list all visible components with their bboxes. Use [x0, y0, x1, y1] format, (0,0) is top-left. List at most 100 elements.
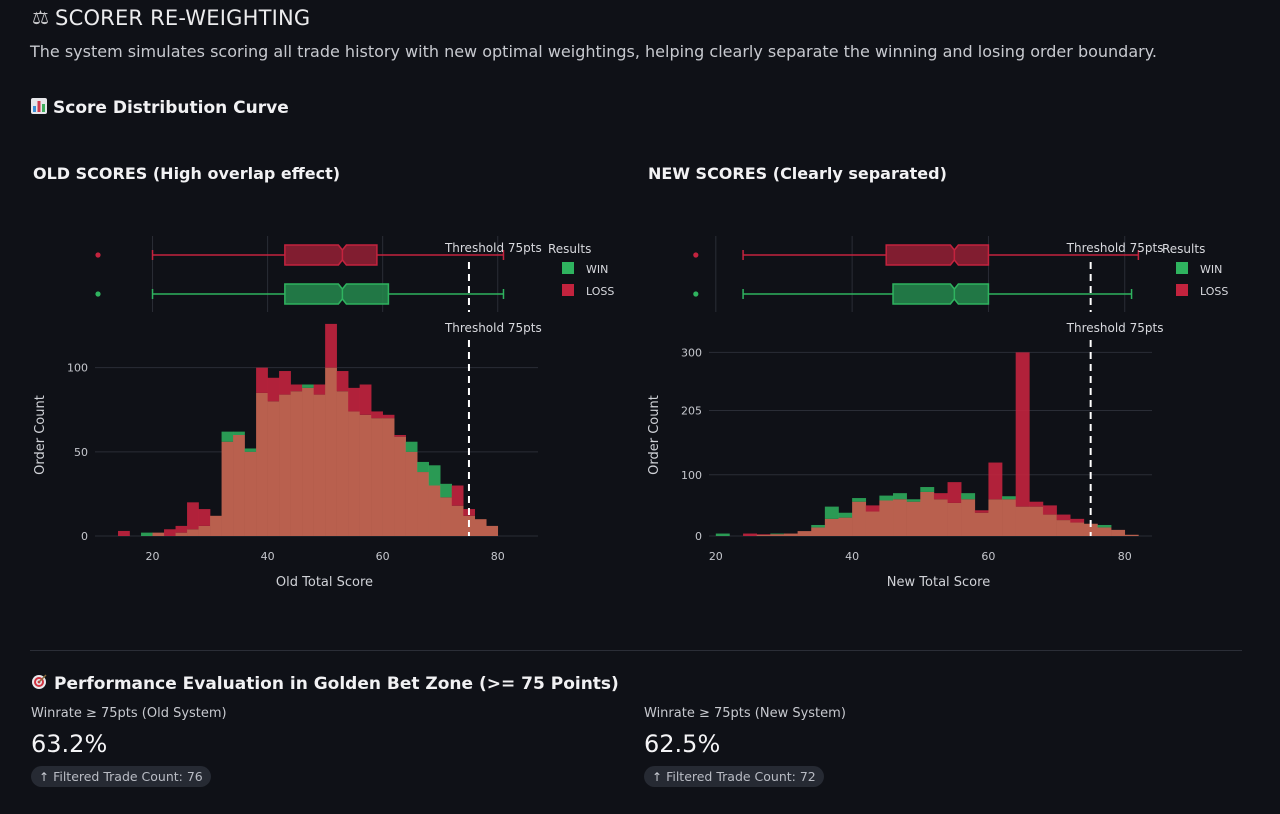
loss-bar: [1015, 352, 1030, 507]
overlap-bar: [1097, 527, 1112, 536]
metric-delta-badge: ↑ Filtered Trade Count: 76: [31, 766, 211, 787]
overlap-bar: [865, 511, 880, 536]
win-bar: [405, 441, 418, 452]
overlap-bar: [1111, 529, 1126, 536]
loss-bar: [743, 533, 758, 536]
win-bar: [893, 493, 907, 500]
loss-box: [885, 244, 990, 266]
win-bar: [244, 448, 257, 452]
y-tick-label: 50: [74, 446, 88, 459]
win-bar: [221, 431, 234, 442]
loss-bar: [756, 534, 771, 535]
overlap-bar: [933, 499, 948, 536]
loss-bar: [371, 411, 383, 419]
win-bar: [233, 431, 245, 435]
legend-loss-label: LOSS: [586, 285, 614, 298]
overlap-bar: [947, 502, 962, 536]
loss-bar: [290, 384, 303, 392]
metric-delta-text: Filtered Trade Count: 72: [666, 769, 816, 784]
overlap-bar: [451, 505, 464, 536]
loss-bar: [947, 482, 962, 503]
y-axis-label: Order Count: [647, 395, 662, 475]
win-bar: [141, 532, 153, 536]
loss-bar: [279, 371, 291, 395]
threshold-label: Threshold 75pts: [1066, 321, 1164, 335]
overlap-bar: [428, 485, 441, 536]
win-bar: [838, 512, 853, 518]
legend-loss-swatch: [562, 284, 574, 296]
x-tick-label: 80: [491, 550, 505, 563]
section-title: Score Distribution Curve: [53, 98, 289, 118]
overlap-bar: [906, 501, 921, 536]
win-bar: [770, 533, 785, 535]
overlap-bar: [770, 534, 785, 536]
y-tick-label: 205: [681, 405, 702, 418]
old-winrate-metric: Winrate ≥ 75pts (Old System) 63.2% ↑ Fil…: [31, 706, 227, 787]
win-bar: [1097, 524, 1112, 528]
x-tick-label: 80: [1118, 550, 1132, 563]
y-tick-label: 0: [81, 530, 88, 543]
overlap-bar: [811, 527, 826, 536]
overlap-bar: [1056, 520, 1071, 536]
loss-bar: [267, 377, 280, 402]
overlap-bar: [1015, 506, 1030, 536]
overlap-bar: [405, 451, 418, 536]
overlap-bar: [961, 499, 976, 536]
y-tick-label: 100: [67, 362, 88, 375]
overlap-bar: [879, 500, 894, 536]
performance-title: Performance Evaluation in Golden Bet Zon…: [54, 674, 619, 694]
win-bar: [440, 483, 453, 498]
threshold-label: Threshold 75pts: [444, 321, 542, 335]
overlap-bar: [824, 518, 839, 536]
overlap-bar: [1029, 506, 1044, 536]
x-tick-label: 60: [376, 550, 390, 563]
loss-bar: [348, 387, 360, 412]
page-header: ⚖ SCORER RE-WEIGHTING: [32, 6, 310, 30]
overlap-bar: [974, 512, 989, 536]
metric-value: 62.5%: [644, 730, 721, 758]
loss-bar: [187, 502, 199, 530]
metric-value: 63.2%: [31, 730, 108, 758]
overlap-bar: [756, 534, 771, 536]
overlap-bar: [336, 391, 349, 536]
loss-bar: [1029, 501, 1044, 507]
overlap-bar: [838, 517, 853, 536]
loss-bar: [175, 525, 188, 533]
win-bar: [1002, 496, 1016, 500]
metric-label: Winrate ≥ 75pts (Old System): [31, 706, 227, 721]
loss-bar: [933, 493, 948, 500]
overlap-bar: [371, 418, 383, 536]
threshold-label: Threshold 75pts: [444, 241, 542, 255]
page-title: SCORER RE-WEIGHTING: [55, 6, 311, 30]
win-bar: [824, 506, 839, 519]
overlap-bar: [797, 531, 812, 536]
old-scores-chart: 0 50 100 20 40 60 80 Threshold 75pts Threshold 7…: [33, 236, 614, 590]
overlap-bar: [988, 499, 1003, 536]
bar-chart-icon: [31, 98, 47, 118]
loss-bar: [1070, 518, 1085, 523]
loss-bar: [865, 505, 880, 512]
x-axis-label: New Total Score: [887, 575, 990, 590]
x-tick-label: 20: [709, 550, 723, 563]
legend-win-swatch: [562, 262, 574, 274]
new-chart-title: NEW SCORES (Clearly separated): [648, 164, 947, 183]
overlap-bar: [486, 525, 499, 536]
loss-bar: [1042, 505, 1057, 515]
overlap-bar: [474, 519, 487, 536]
arrow-up-icon: ↑: [652, 769, 663, 784]
win-bar: [428, 465, 441, 486]
balance-scale-icon: ⚖: [32, 7, 50, 29]
win-bar: [302, 384, 314, 388]
loss-bar: [451, 485, 464, 506]
loss-bar: [164, 529, 176, 536]
overlap-bar: [233, 435, 245, 536]
win-bar: [961, 493, 976, 500]
overlap-bar: [1002, 499, 1016, 536]
overlap-bar: [325, 367, 337, 536]
win-outlier-point: [693, 291, 699, 297]
legend-title: Results: [1162, 242, 1205, 256]
overlap-bar: [313, 394, 326, 536]
threshold-label: Threshold 75pts: [1066, 241, 1164, 255]
overlap-bar: [440, 497, 453, 536]
overlap-bar: [783, 533, 798, 536]
